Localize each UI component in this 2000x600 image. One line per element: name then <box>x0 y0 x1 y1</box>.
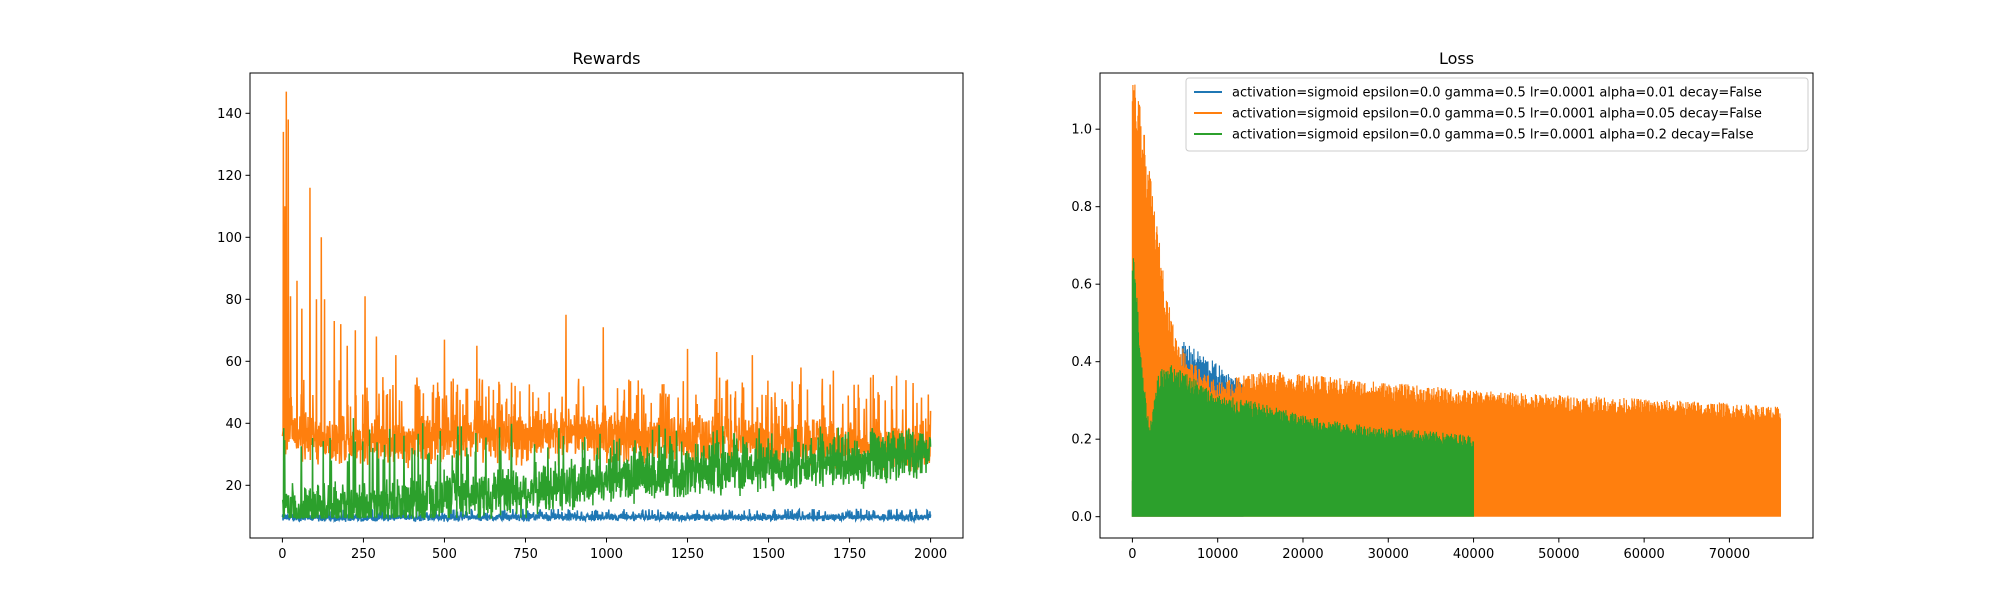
loss-x-tick-label: 40000 <box>1453 547 1494 562</box>
rewards-x-tick-label: 250 <box>351 547 376 562</box>
loss-x-tick-label: 20000 <box>1282 547 1323 562</box>
loss-y-tick-label: 0.0 <box>1071 510 1092 525</box>
rewards-series-1-line <box>281 91 932 472</box>
loss-x-tick-label: 30000 <box>1368 547 1409 562</box>
rewards-x-tick-label: 1500 <box>752 547 785 562</box>
loss-y-tick-label: 0.8 <box>1071 200 1092 215</box>
rewards-series-0-line <box>281 507 932 524</box>
loss-legend-label-1: activation=sigmoid epsilon=0.0 gamma=0.5… <box>1232 107 1762 122</box>
rewards-x-tick-label: 1250 <box>671 547 704 562</box>
rewards-y-tick-label: 40 <box>225 417 242 432</box>
rewards-y-tick-label: 60 <box>225 355 242 370</box>
rewards-panel: 0 250 500 750 1000 1250 1500 1750 2000 20 40 60 80 10… <box>217 49 964 562</box>
loss-y-tick-label: 0.6 <box>1071 278 1092 293</box>
rewards-x-tick-label: 1750 <box>833 547 866 562</box>
loss-x-tick-label: 50000 <box>1538 547 1579 562</box>
rewards-y-tick-label: 80 <box>225 293 242 308</box>
loss-x-tick-label: 0 <box>1128 547 1136 562</box>
loss-panel: 0 10000 20000 30000 40000 50000 60000 70000 0.0 0… <box>1071 49 1814 562</box>
loss-title: Loss <box>1439 49 1474 68</box>
rewards-x-tick-label: 500 <box>432 547 457 562</box>
loss-legend-label-2: activation=sigmoid epsilon=0.0 gamma=0.5… <box>1232 128 1754 143</box>
rewards-x-tick-label: 0 <box>278 547 286 562</box>
rewards-series-2-line <box>281 418 932 521</box>
loss-legend: activation=sigmoid epsilon=0.0 gamma=0.5… <box>1185 77 1809 152</box>
rewards-y-tick-label: 140 <box>217 107 242 122</box>
loss-axes-frame <box>1099 72 1814 539</box>
rewards-title: Rewards <box>573 49 641 68</box>
rewards-y-tick-label: 100 <box>217 231 242 246</box>
loss-plot-area <box>1131 84 1782 517</box>
loss-y-tick-label: 1.0 <box>1071 123 1092 138</box>
rewards-plot-area <box>281 91 932 524</box>
rewards-x-tick-label: 2000 <box>914 547 947 562</box>
loss-legend-box <box>1185 77 1809 152</box>
loss-y-tick-label: 0.2 <box>1071 433 1092 448</box>
rewards-x-tick-label: 1000 <box>590 547 623 562</box>
loss-y-tick-label: 0.4 <box>1071 355 1092 370</box>
loss-x-tick-label: 70000 <box>1709 547 1750 562</box>
loss-x-tick-label: 10000 <box>1197 547 1238 562</box>
loss-x-tick-label: 60000 <box>1623 547 1664 562</box>
rewards-y-tick-label: 20 <box>225 479 242 494</box>
loss-series-2-line <box>1131 258 1475 517</box>
loss-legend-label-0: activation=sigmoid epsilon=0.0 gamma=0.5… <box>1232 86 1762 101</box>
rewards-y-tick-label: 120 <box>217 169 242 184</box>
rewards-x-tick-label: 750 <box>513 547 538 562</box>
